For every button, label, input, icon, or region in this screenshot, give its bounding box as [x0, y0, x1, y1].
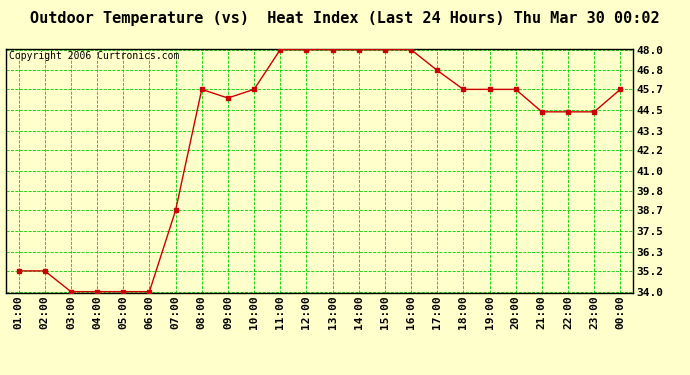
Text: Outdoor Temperature (vs)  Heat Index (Last 24 Hours) Thu Mar 30 00:02: Outdoor Temperature (vs) Heat Index (Las…: [30, 11, 660, 26]
Text: Copyright 2006 Curtronics.com: Copyright 2006 Curtronics.com: [9, 51, 179, 61]
